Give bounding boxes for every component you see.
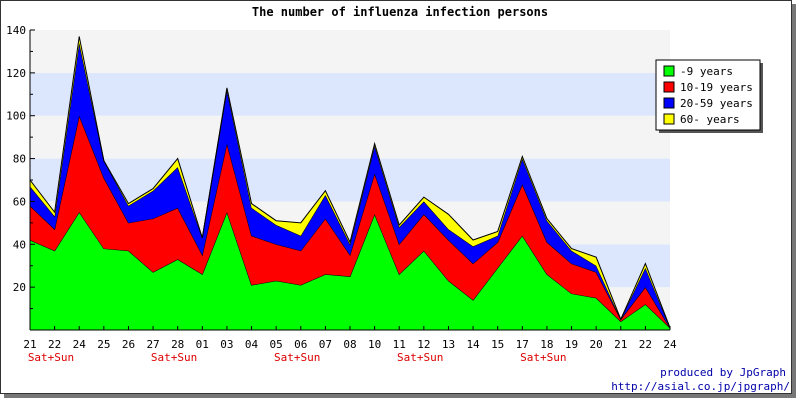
grid-band: [30, 115, 670, 159]
weekend-label: Sat+Sun: [520, 351, 566, 364]
legend-swatch: [663, 113, 675, 125]
x-tick-label: 27: [146, 338, 159, 351]
weekend-label: Sat+Sun: [28, 351, 74, 364]
x-tick-label: 19: [565, 338, 578, 351]
x-tick-label: 22: [48, 338, 61, 351]
credit-line-1: produced by JpGraph: [660, 366, 786, 379]
x-tick-label: 18: [540, 338, 553, 351]
x-tick-label: 01: [196, 338, 209, 351]
weekend-label: Sat+Sun: [151, 351, 197, 364]
x-tick-label: 08: [343, 338, 356, 351]
grid-band: [30, 30, 670, 73]
x-tick-label: 26: [122, 338, 135, 351]
x-tick-label: 15: [491, 338, 504, 351]
x-tick-label: 06: [294, 338, 307, 351]
x-tick-label: 03: [220, 338, 233, 351]
legend-label: 10-19 years: [680, 81, 753, 94]
weekend-label: Sat+Sun: [274, 351, 320, 364]
legend-swatch: [663, 81, 675, 93]
y-tick-label: 140: [6, 24, 26, 37]
x-tick-label: 12: [417, 338, 430, 351]
x-tick-label: 17: [516, 338, 529, 351]
grid-band: [30, 72, 670, 116]
x-tick-label: 04: [245, 338, 259, 351]
legend-swatch: [663, 97, 675, 109]
y-tick-label: 60: [13, 195, 26, 208]
x-tick-label: 14: [466, 338, 480, 351]
x-tick-label: 10: [368, 338, 381, 351]
x-tick-label: 21: [614, 338, 627, 351]
grid-band: [30, 158, 670, 202]
x-tick-label: 22: [639, 338, 652, 351]
weekend-label: Sat+Sun: [397, 351, 443, 364]
x-tick-label: 07: [319, 338, 332, 351]
legend-label: 60- years: [680, 113, 740, 126]
y-tick-label: 20: [13, 281, 26, 294]
area-outline-4: [29, 36, 671, 329]
x-tick-label: 21: [23, 338, 36, 351]
x-tick-label: 24: [73, 338, 87, 351]
x-tick-label: 05: [270, 338, 283, 351]
x-tick-label: 25: [97, 338, 110, 351]
y-tick-label: 40: [13, 238, 26, 251]
chart-title: The number of influenza infection person…: [252, 5, 548, 19]
x-tick-label: 24: [663, 338, 677, 351]
area-series-2: [30, 115, 670, 328]
x-tick-label: 28: [171, 338, 184, 351]
legend-label: -9 years: [680, 65, 733, 78]
x-tick-label: 13: [442, 338, 455, 351]
y-tick-label: 100: [6, 110, 26, 123]
credit-line-2[interactable]: http://asial.co.jp/jpgraph/: [611, 380, 790, 393]
x-tick-label: 20: [590, 338, 603, 351]
area-series-1: [30, 212, 670, 330]
y-tick-label: 80: [13, 153, 26, 166]
x-tick-label: 11: [393, 338, 406, 351]
stacked-areas: [29, 36, 671, 330]
y-tick-label: 120: [6, 67, 26, 80]
legend: -9 years 10-19 years 20-59 years 60- years: [655, 59, 763, 133]
legend-swatch: [663, 65, 675, 77]
legend-label: 20-59 years: [680, 97, 753, 110]
